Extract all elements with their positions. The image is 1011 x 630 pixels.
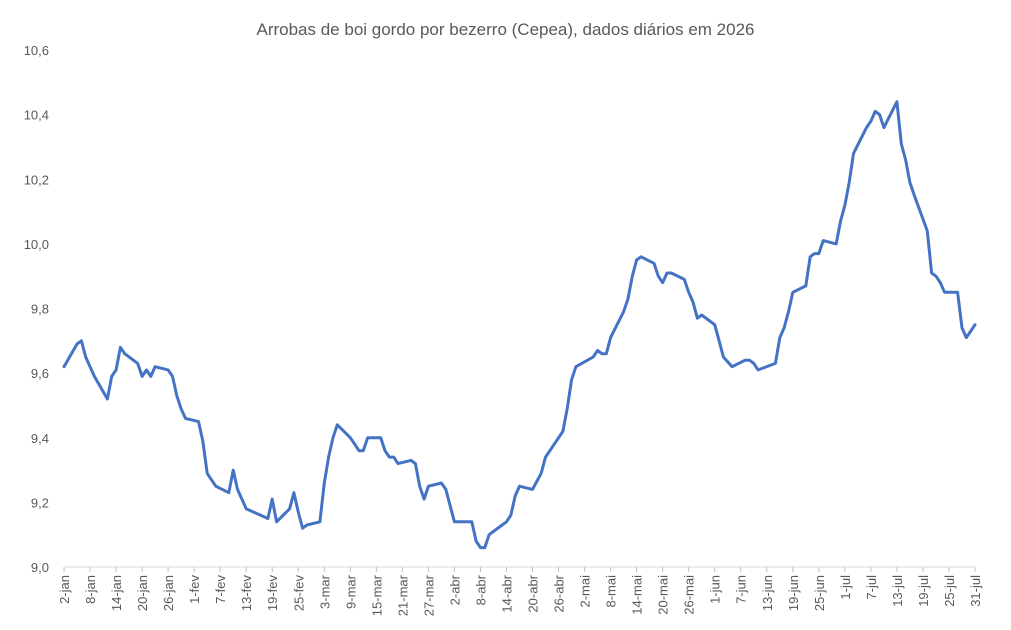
- y-tick-label: 10,2: [24, 172, 49, 187]
- x-tick-label: 9-mar: [343, 574, 358, 609]
- plot-area: [62, 100, 977, 550]
- x-tick-label: 20-abr: [526, 574, 541, 612]
- x-tick-label: 19-jul: [916, 575, 931, 607]
- x-tick-label: 8-abr: [473, 574, 488, 605]
- x-tick-label: 15-mar: [369, 574, 384, 616]
- y-tick-label: 10,4: [24, 108, 49, 123]
- x-tick-label: 31-jul: [968, 575, 983, 607]
- x-tick-label: 25-jun: [812, 575, 827, 611]
- x-tick-label: 14-abr: [499, 574, 514, 612]
- x-tick-label: 19-jun: [786, 575, 801, 611]
- x-tick-label: 7-jun: [734, 575, 749, 604]
- y-tick-label: 10,6: [24, 43, 49, 58]
- x-tick-label: 14-jan: [109, 575, 124, 611]
- x-tick-label: 2-abr: [447, 574, 462, 605]
- x-tick-label: 20-mai: [656, 575, 671, 615]
- y-tick-label: 10,0: [24, 237, 49, 252]
- x-tick-label: 7-jul: [864, 575, 879, 600]
- x-tick-label: 21-mar: [395, 574, 410, 616]
- x-tick-label: 26-mai: [682, 575, 697, 615]
- x-tick-label: 2-mai: [578, 575, 593, 608]
- x-tick-label: 25-fev: [291, 575, 306, 612]
- x-tick-label: 1-jun: [708, 575, 723, 604]
- series-line: [62, 100, 977, 550]
- y-tick-label: 9,2: [31, 495, 49, 510]
- x-tick-label: 2-jan: [57, 575, 72, 604]
- y-tick-label: 9,0: [31, 560, 49, 575]
- x-tick-label: 7-fev: [213, 575, 228, 604]
- x-axis: 2-jan 8-jan 14-jan 20-jan 26-jan 1-fev 7-fev 13…: [57, 566, 983, 616]
- x-tick-label: 26-abr: [552, 574, 567, 612]
- chart-title: Arrobas de boi gordo por bezerro (Cepea)…: [256, 20, 755, 39]
- x-tick-label: 14-mai: [630, 575, 645, 615]
- y-axis: 9,0 9,2 9,4 9,6 9,8 10,0 10,2 10,4 10,6: [24, 43, 49, 575]
- y-tick-label: 9,4: [31, 431, 49, 446]
- x-tick-label: 20-jan: [135, 575, 150, 611]
- x-tick-label: 8-jan: [83, 575, 98, 604]
- y-tick-label: 9,8: [31, 302, 49, 317]
- x-tick-label: 27-mar: [421, 574, 436, 616]
- x-tick-label: 8-mai: [604, 575, 619, 608]
- x-tick-label: 1-jul: [838, 575, 853, 600]
- y-tick-label: 9,6: [31, 366, 49, 381]
- x-tick-label: 3-mar: [317, 574, 332, 609]
- x-tick-label: 1-fev: [187, 575, 202, 604]
- x-tick-label: 26-jan: [161, 575, 176, 611]
- x-tick-label: 13-jul: [890, 575, 905, 607]
- x-tick-label: 13-fev: [239, 575, 254, 612]
- x-tick-label: 13-jun: [760, 575, 775, 611]
- x-tick-label: 19-fev: [265, 575, 280, 612]
- x-tick-label: 25-jul: [942, 575, 957, 607]
